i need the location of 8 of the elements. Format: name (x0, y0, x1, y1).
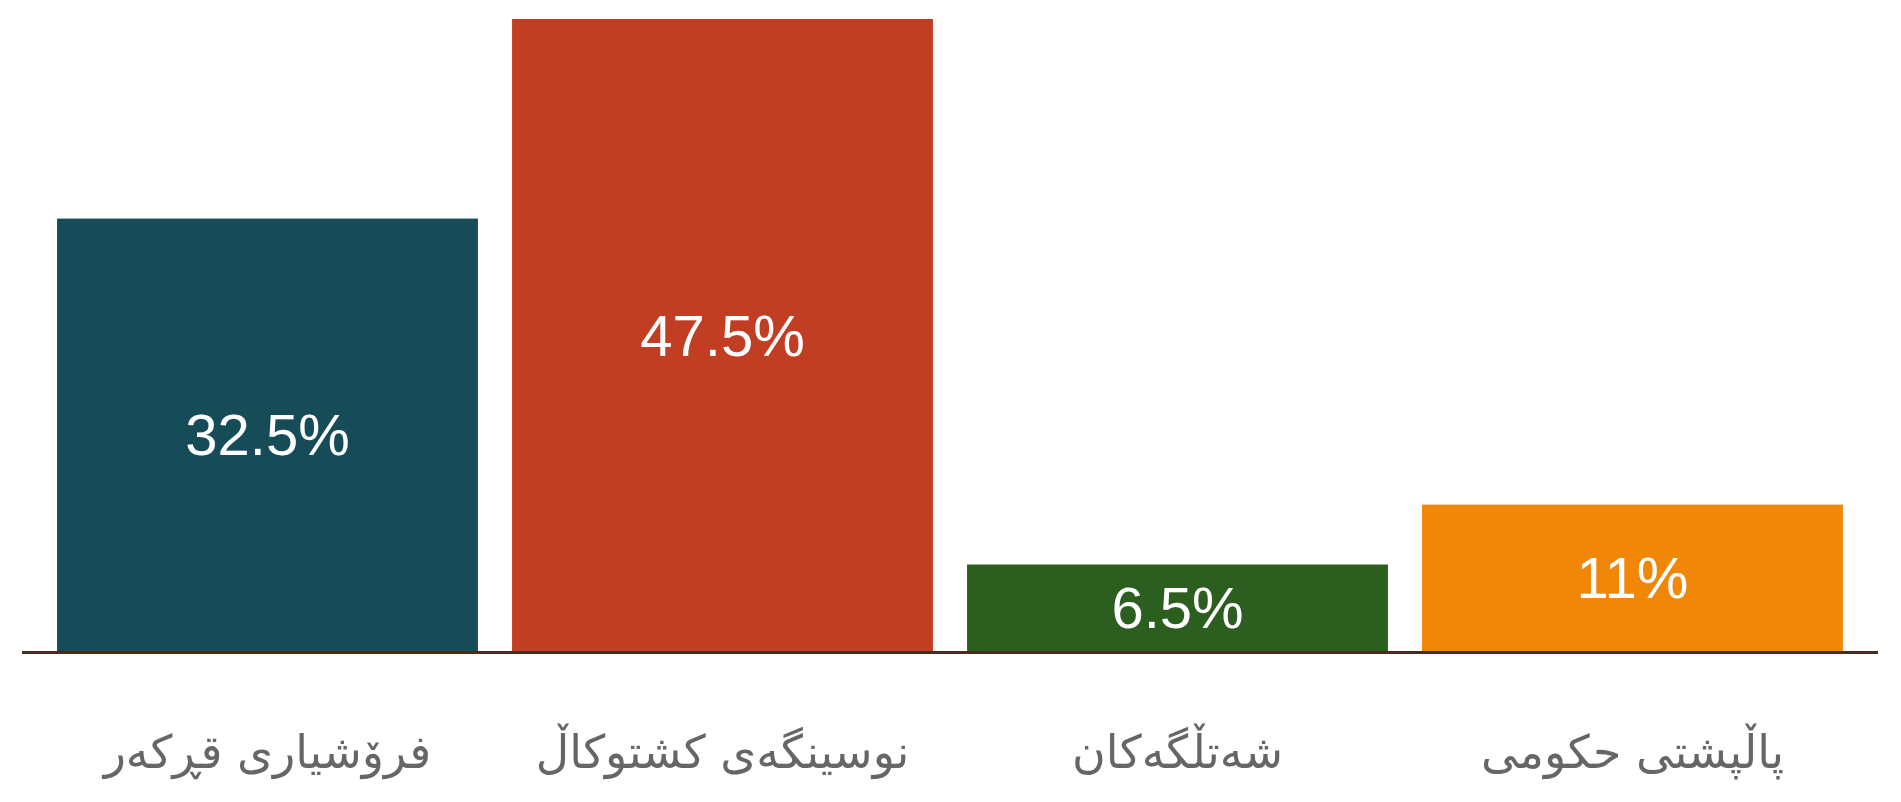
data-label: 11% (1576, 545, 1689, 611)
data-label: 6.5% (1111, 575, 1244, 641)
x-tick-label: شەتڵگەکان (1072, 723, 1283, 779)
x-tick-label: پاڵپشتی حکومی (1480, 723, 1785, 780)
data-label: 32.5% (185, 402, 350, 468)
x-tick-label: فرۆشیاری قڕکەر (101, 725, 432, 780)
data-label: 47.5% (640, 302, 805, 368)
x-tick-label: نوسینگەی کشتوکاڵ (535, 723, 910, 780)
